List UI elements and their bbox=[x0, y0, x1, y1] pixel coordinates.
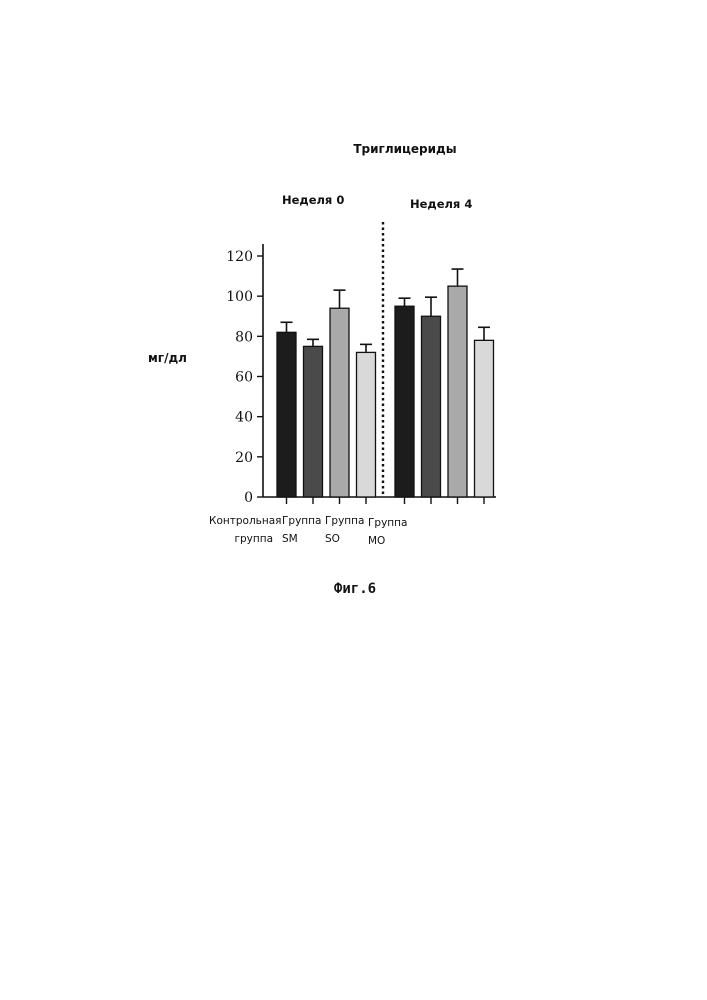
chart-marks: 0 20 40 60 80 100 120 bbox=[226, 222, 496, 506]
y-tick-label: 100 bbox=[226, 289, 253, 305]
category-label-so-line1: Группа bbox=[325, 512, 364, 530]
bar bbox=[448, 286, 467, 497]
y-tick-label: 120 bbox=[226, 249, 253, 265]
bar bbox=[277, 332, 296, 497]
figure-caption: Фиг.6 bbox=[300, 581, 410, 597]
category-label-so-line2: SO bbox=[325, 530, 364, 548]
bar bbox=[422, 316, 441, 497]
category-label-sm-line1: Группа bbox=[282, 512, 321, 530]
category-label-mo-line1: Группа bbox=[368, 514, 407, 532]
category-label-sm-line2: SM bbox=[282, 530, 321, 548]
bar bbox=[330, 308, 349, 497]
category-label-so: Группа SO bbox=[325, 512, 364, 548]
y-tick-label: 40 bbox=[235, 410, 253, 426]
y-tick-label: 80 bbox=[235, 329, 253, 345]
category-label-control: Контрольная группа bbox=[209, 512, 273, 548]
category-label-sm: Группа SM bbox=[282, 512, 321, 548]
y-tick-label: 20 bbox=[235, 450, 253, 466]
bar bbox=[357, 352, 376, 497]
category-label-control-line2: группа bbox=[209, 530, 273, 548]
bar bbox=[475, 340, 494, 497]
category-label-control-line1: Контрольная bbox=[209, 512, 273, 530]
y-tick-label: 0 bbox=[244, 490, 253, 506]
bar bbox=[395, 306, 414, 497]
category-label-mo: Группа MO bbox=[368, 514, 407, 550]
bar bbox=[304, 346, 323, 497]
category-label-mo-line2: MO bbox=[368, 532, 407, 550]
y-tick-label: 60 bbox=[235, 370, 253, 386]
